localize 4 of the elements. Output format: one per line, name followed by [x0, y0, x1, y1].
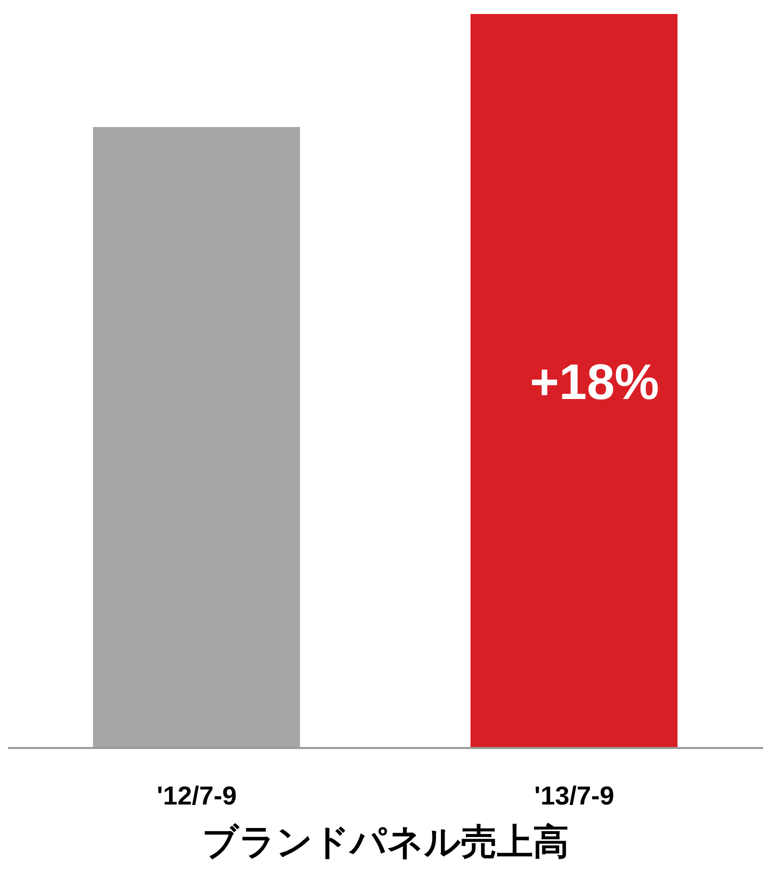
x-tick-label: '12/7-9 — [156, 780, 237, 810]
x-tick-label: '13/7-9 — [534, 780, 614, 810]
x-axis-title: ブランドパネル売上高 — [201, 820, 570, 864]
annotation: +18% — [528, 353, 660, 411]
